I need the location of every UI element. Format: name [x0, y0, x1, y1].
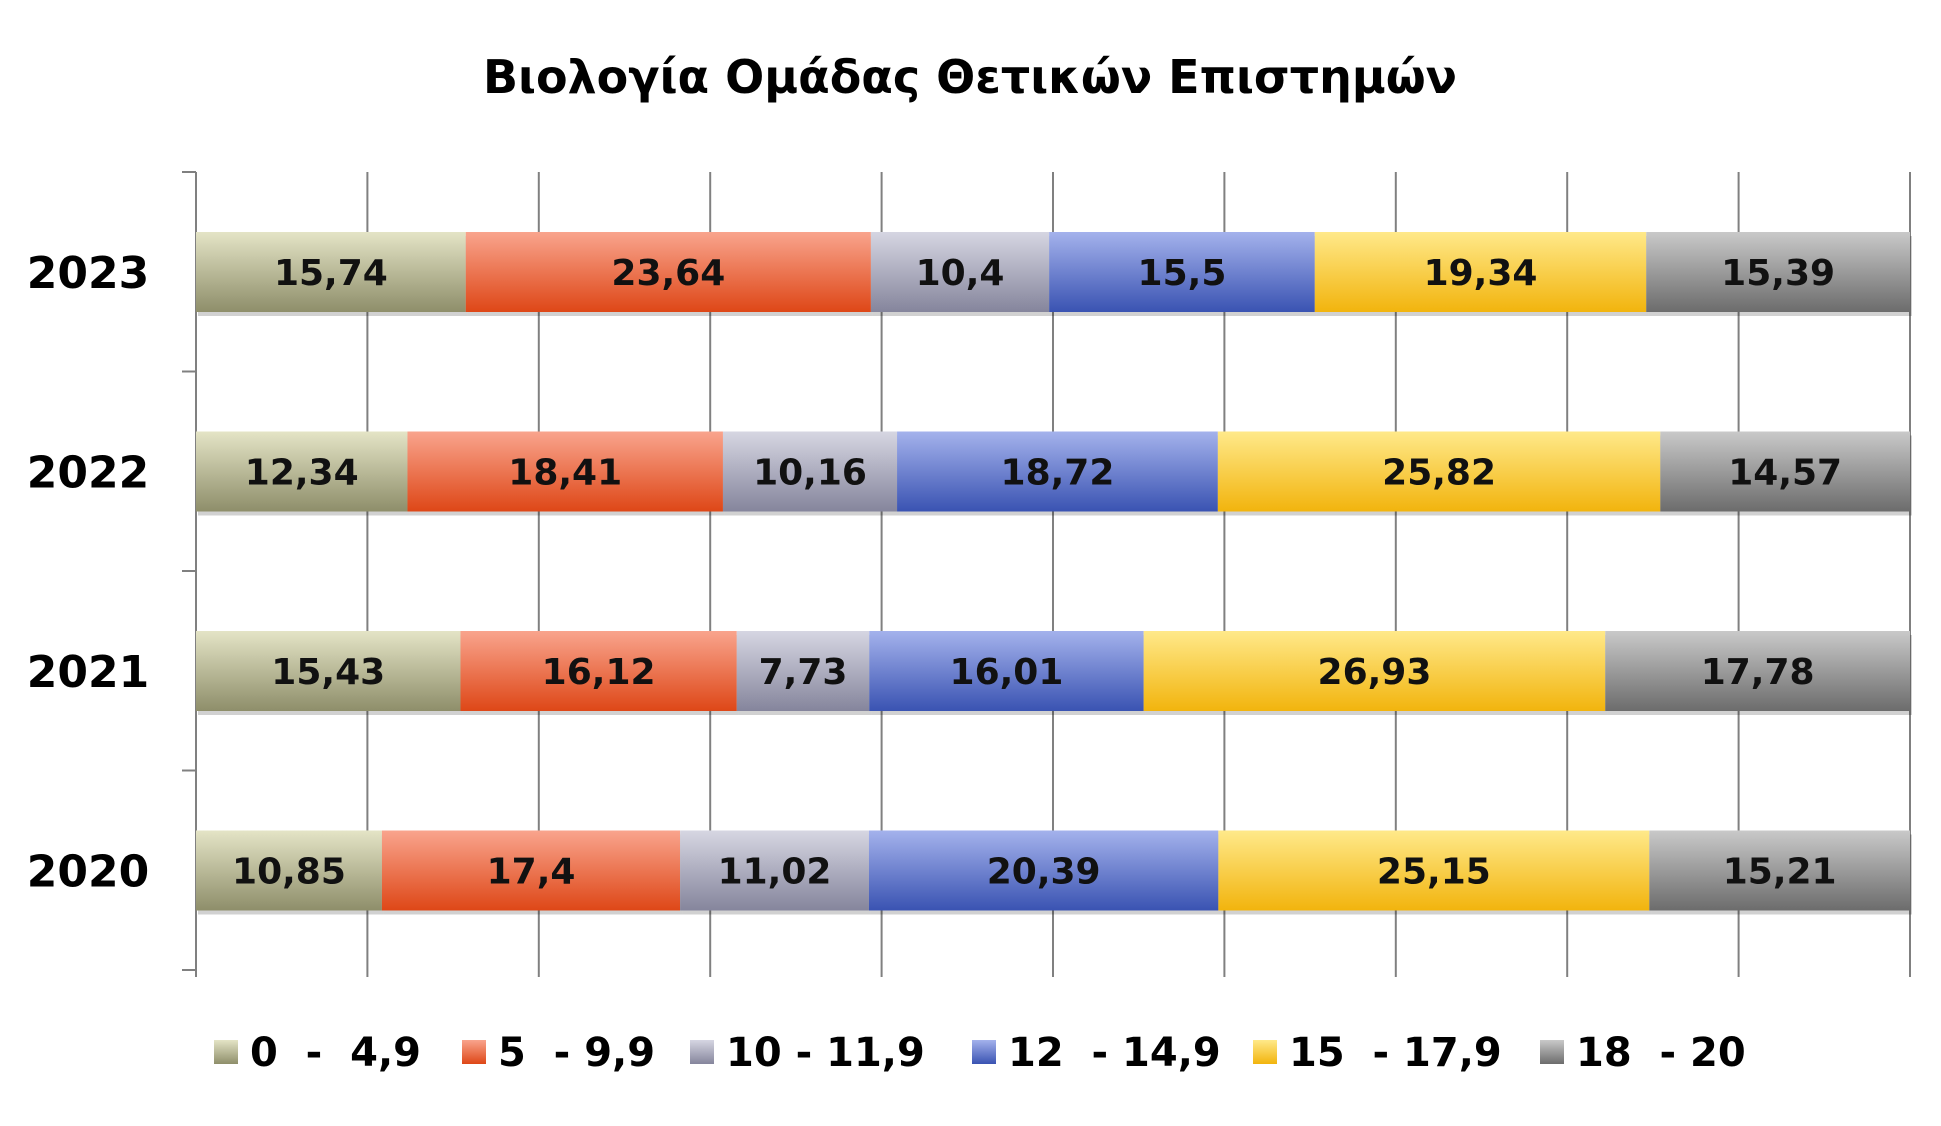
legend-label: 10 - 11,9	[726, 1030, 925, 1076]
bar-segment	[722, 431, 898, 512]
data-label: 15,21	[1723, 852, 1837, 893]
legend-swatch	[972, 1040, 996, 1064]
legend-label: 5 - 9,9	[498, 1030, 655, 1076]
legend-swatch	[690, 1040, 714, 1064]
category-label: 2021	[27, 647, 149, 698]
data-label: 23,64	[611, 253, 725, 294]
bar-segment	[1649, 830, 1910, 911]
bar-segment	[1049, 232, 1315, 312]
bar-segment	[1143, 631, 1606, 711]
bar-segment	[1314, 232, 1647, 312]
legend-label: 0 - 4,9	[250, 1030, 421, 1076]
data-label: 10,85	[232, 852, 346, 893]
category-label: 2023	[27, 248, 149, 299]
bar-segment	[868, 830, 1219, 911]
bar-segment	[1218, 830, 1650, 911]
bar-segment	[680, 830, 869, 911]
category-label: 2022	[27, 448, 149, 499]
data-label: 20,39	[987, 852, 1101, 893]
legend-label: 12 - 14,9	[1008, 1030, 1221, 1076]
data-label: 16,01	[950, 652, 1064, 693]
bar-segment	[196, 631, 461, 711]
bar-segment	[196, 830, 382, 911]
bar-segment	[381, 830, 681, 911]
bar-segment	[897, 431, 1218, 512]
data-label: 11,02	[718, 852, 832, 893]
data-label: 10,16	[753, 453, 867, 494]
bar-segment	[196, 232, 466, 312]
data-label: 16,12	[542, 652, 656, 693]
category-axis	[182, 171, 197, 971]
data-label: 15,74	[274, 253, 388, 294]
data-label: 17,4	[487, 852, 576, 893]
bars: 15,74 23,64 10,4 15,5 19,34 15,39 12,34 18,41 10…	[196, 232, 1912, 915]
bar-segment	[1646, 232, 1910, 312]
category-labels: 2023 2022 2021 2020	[27, 248, 149, 898]
legend-swatch	[462, 1040, 486, 1064]
data-label: 26,93	[1318, 652, 1432, 693]
data-label: 18,41	[508, 453, 622, 494]
data-label: 15,5	[1138, 253, 1227, 294]
bar-segment	[870, 232, 1050, 312]
data-label: 19,34	[1424, 253, 1538, 294]
legend-swatch	[1540, 1040, 1564, 1064]
legend-label: 15 - 17,9	[1289, 1030, 1502, 1076]
bar-segment	[460, 631, 737, 711]
data-label: 15,43	[271, 652, 385, 693]
legend-swatch	[214, 1040, 238, 1064]
data-label: 14,57	[1728, 453, 1842, 494]
bar-segment	[465, 232, 871, 312]
legend-swatch	[1253, 1040, 1277, 1064]
bar-segment	[196, 431, 408, 512]
bar-segment	[869, 631, 1144, 711]
data-label: 17,78	[1701, 652, 1815, 693]
bar-segment	[1217, 431, 1661, 512]
data-label: 12,34	[245, 453, 359, 494]
bar-segment	[1660, 431, 1910, 512]
data-label: 18,72	[1001, 453, 1115, 494]
legend-label: 18 - 20	[1576, 1030, 1746, 1076]
bar-segment	[1605, 631, 1910, 711]
chart-title: Βιολογία Ομάδας Θετικών Επιστημών	[483, 50, 1457, 104]
legend: 0 - 4,9 5 - 9,9 10 - 11,9 12 - 14,9 15 - 17,…	[214, 1030, 1746, 1076]
data-label: 15,39	[1721, 253, 1835, 294]
bar-segment	[407, 431, 723, 512]
data-label: 7,73	[759, 652, 848, 693]
data-label: 25,15	[1377, 852, 1491, 893]
category-label: 2020	[27, 847, 149, 898]
data-label: 10,4	[916, 253, 1005, 294]
data-label: 25,82	[1382, 453, 1496, 494]
bar-segment	[736, 631, 870, 711]
